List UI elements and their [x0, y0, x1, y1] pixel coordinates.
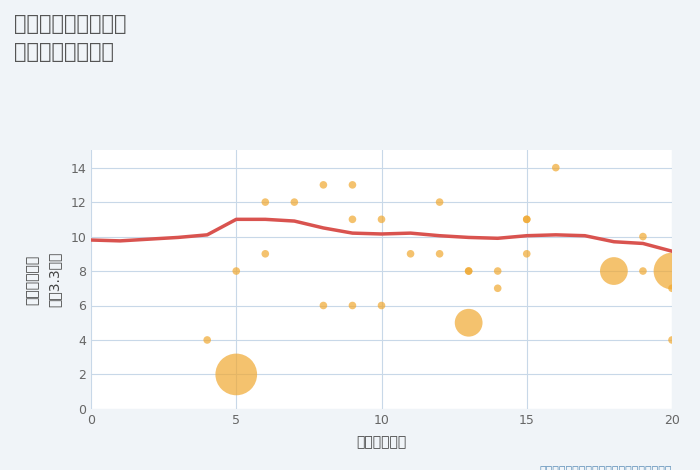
- Point: [346, 181, 358, 188]
- Point: [666, 336, 678, 344]
- Point: [260, 198, 271, 206]
- Text: 円の大きさは、取引のあった物件面積を示す: 円の大きさは、取引のあった物件面積を示す: [540, 466, 672, 470]
- Point: [608, 267, 620, 275]
- Point: [521, 250, 532, 258]
- Point: [346, 302, 358, 309]
- Point: [376, 302, 387, 309]
- Point: [666, 267, 678, 275]
- Point: [434, 250, 445, 258]
- Y-axis label: 単価（万円）
坪（3.3㎡）: 単価（万円） 坪（3.3㎡）: [25, 252, 62, 307]
- Point: [638, 267, 649, 275]
- Point: [463, 267, 475, 275]
- Point: [638, 233, 649, 240]
- Point: [492, 267, 503, 275]
- Point: [521, 216, 532, 223]
- Point: [521, 216, 532, 223]
- Point: [346, 216, 358, 223]
- Text: 岐阜県関市東桜町の
駅距離別土地価格: 岐阜県関市東桜町の 駅距離別土地価格: [14, 14, 127, 62]
- Point: [434, 198, 445, 206]
- Point: [260, 250, 271, 258]
- Point: [405, 250, 416, 258]
- Point: [318, 181, 329, 188]
- Point: [666, 284, 678, 292]
- Point: [318, 302, 329, 309]
- Point: [376, 216, 387, 223]
- Point: [492, 284, 503, 292]
- Point: [231, 371, 242, 378]
- X-axis label: 駅距離（分）: 駅距離（分）: [356, 435, 407, 449]
- Point: [289, 198, 300, 206]
- Point: [202, 336, 213, 344]
- Point: [463, 319, 475, 327]
- Point: [550, 164, 561, 172]
- Point: [231, 267, 242, 275]
- Point: [463, 267, 475, 275]
